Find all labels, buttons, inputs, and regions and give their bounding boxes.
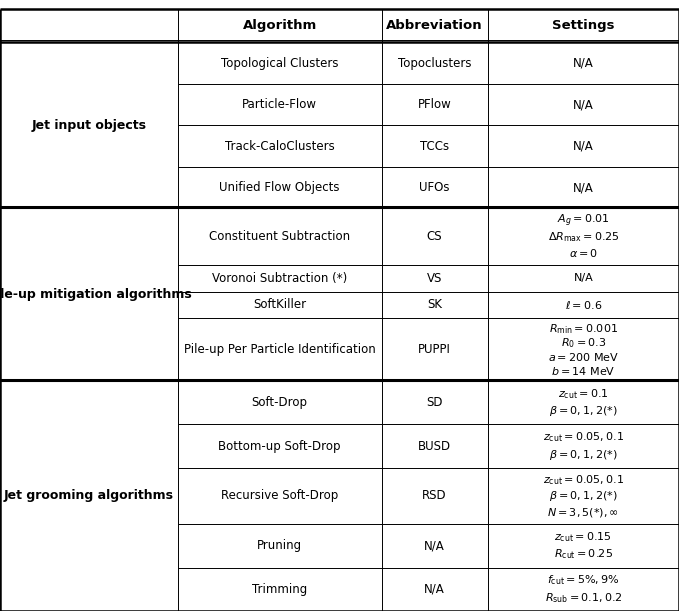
Text: Constituent Subtraction: Constituent Subtraction	[209, 230, 350, 243]
Text: $\beta = 0, 1, 2(*)$: $\beta = 0, 1, 2(*)$	[549, 489, 618, 503]
Text: Jet input objects: Jet input objects	[31, 119, 147, 132]
Text: SK: SK	[427, 298, 442, 312]
Text: $\alpha = 0$: $\alpha = 0$	[568, 247, 598, 258]
Text: $N = 3, 5(*), \infty$: $N = 3, 5(*), \infty$	[547, 505, 619, 519]
Text: Abbreviation: Abbreviation	[386, 20, 483, 32]
Text: PFlow: PFlow	[418, 98, 452, 111]
Text: RSD: RSD	[422, 489, 447, 502]
Text: Topoclusters: Topoclusters	[398, 57, 471, 70]
Text: UFOs: UFOs	[420, 181, 449, 194]
Text: Soft-Drop: Soft-Drop	[252, 396, 308, 409]
Text: $b = 14$ MeV: $b = 14$ MeV	[551, 365, 615, 376]
Text: $z_{\mathrm{cut}} = 0.05, 0.1$: $z_{\mathrm{cut}} = 0.05, 0.1$	[543, 473, 624, 487]
Text: PUPPI: PUPPI	[418, 343, 451, 356]
Text: $R_{\mathrm{min}} = 0.001$: $R_{\mathrm{min}} = 0.001$	[549, 322, 618, 335]
Text: SoftKiller: SoftKiller	[253, 298, 306, 312]
Text: $f_{\mathrm{cut}} = 5\%, 9\%$: $f_{\mathrm{cut}} = 5\%, 9\%$	[547, 574, 619, 588]
Text: $\beta = 0, 1, 2(*)$: $\beta = 0, 1, 2(*)$	[549, 448, 618, 462]
Text: Pile-up Per Particle Identification: Pile-up Per Particle Identification	[184, 343, 375, 356]
Text: $R_{\mathrm{sub}} = 0.1, 0.2$: $R_{\mathrm{sub}} = 0.1, 0.2$	[545, 591, 622, 605]
Text: N/A: N/A	[573, 273, 593, 283]
Text: Jet grooming algorithms: Jet grooming algorithms	[4, 489, 174, 502]
Text: Recursive Soft-Drop: Recursive Soft-Drop	[221, 489, 338, 502]
Text: $A_g = 0.01$: $A_g = 0.01$	[557, 213, 610, 229]
Text: $\ell = 0.6$: $\ell = 0.6$	[565, 299, 602, 311]
Text: BUSD: BUSD	[418, 440, 451, 453]
Text: $a = 200$ MeV: $a = 200$ MeV	[548, 351, 619, 363]
Text: $R_0 = 0.3$: $R_0 = 0.3$	[561, 336, 606, 349]
Text: TCCs: TCCs	[420, 140, 449, 153]
Text: Pile-up mitigation algorithms: Pile-up mitigation algorithms	[0, 288, 191, 301]
Text: Trimming: Trimming	[252, 583, 308, 596]
Text: $z_{\mathrm{cut}} = 0.1$: $z_{\mathrm{cut}} = 0.1$	[558, 387, 608, 401]
Text: N/A: N/A	[573, 57, 593, 70]
Text: N/A: N/A	[573, 98, 593, 111]
Text: N/A: N/A	[573, 140, 593, 153]
Text: $z_{\mathrm{cut}} = 0.15$: $z_{\mathrm{cut}} = 0.15$	[554, 530, 612, 544]
Text: Pruning: Pruning	[257, 540, 302, 552]
Text: Voronoi Subtraction (*): Voronoi Subtraction (*)	[212, 272, 348, 285]
Text: $\beta = 0, 1, 2(*)$: $\beta = 0, 1, 2(*)$	[549, 404, 618, 419]
Text: $\Delta R_{\mathrm{max}} = 0.25$: $\Delta R_{\mathrm{max}} = 0.25$	[547, 230, 619, 244]
Text: Track-CaloClusters: Track-CaloClusters	[225, 140, 335, 153]
Text: Particle-Flow: Particle-Flow	[242, 98, 317, 111]
Text: N/A: N/A	[424, 583, 445, 596]
Text: CS: CS	[426, 230, 443, 243]
Text: $R_{\mathrm{cut}} = 0.25$: $R_{\mathrm{cut}} = 0.25$	[554, 547, 612, 562]
Text: Unified Flow Objects: Unified Flow Objects	[219, 181, 340, 194]
Text: N/A: N/A	[424, 540, 445, 552]
Text: Algorithm: Algorithm	[242, 20, 317, 32]
Text: VS: VS	[427, 272, 442, 285]
Text: Topological Clusters: Topological Clusters	[221, 57, 339, 70]
Text: $z_{\mathrm{cut}} = 0.05, 0.1$: $z_{\mathrm{cut}} = 0.05, 0.1$	[543, 431, 624, 444]
Text: Bottom-up Soft-Drop: Bottom-up Soft-Drop	[219, 440, 341, 453]
Text: N/A: N/A	[573, 181, 593, 194]
Text: Settings: Settings	[552, 20, 614, 32]
Text: SD: SD	[426, 396, 443, 409]
